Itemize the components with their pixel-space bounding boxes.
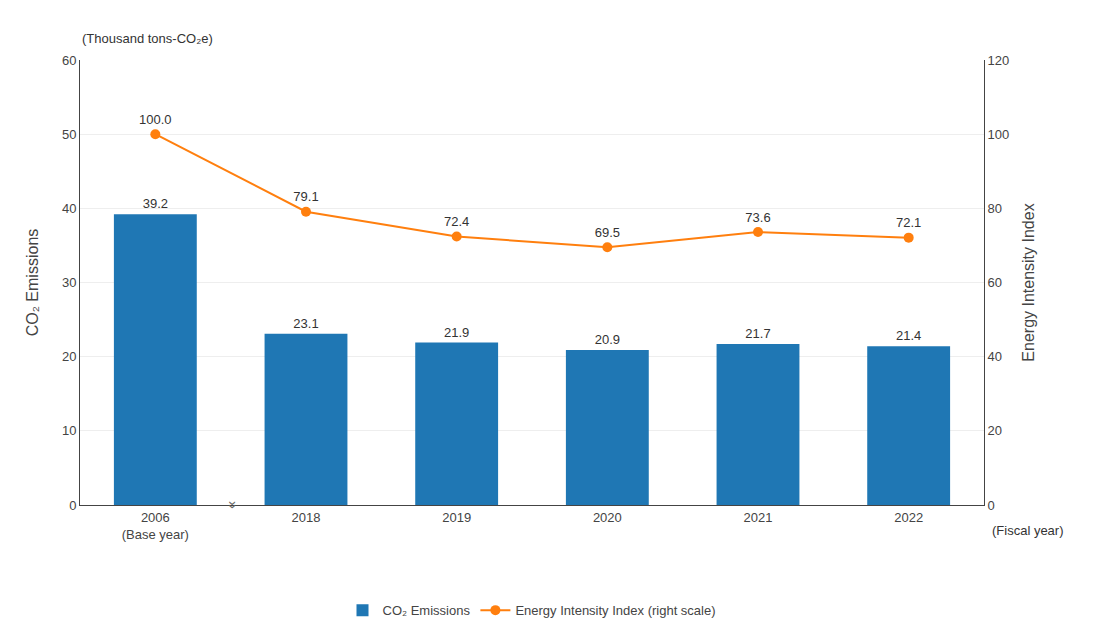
- svg-text:69.5: 69.5: [595, 225, 620, 240]
- svg-text:21.7: 21.7: [745, 326, 770, 341]
- svg-text:21.4: 21.4: [896, 328, 921, 343]
- svg-text:0: 0: [988, 498, 995, 513]
- svg-text:23.1: 23.1: [293, 316, 318, 331]
- svg-text:10: 10: [62, 423, 76, 438]
- svg-text:73.6: 73.6: [745, 210, 770, 225]
- svg-text:100.0: 100.0: [139, 112, 172, 127]
- svg-text:0: 0: [69, 498, 76, 513]
- svg-text:21.9: 21.9: [444, 325, 469, 340]
- svg-text:Energy Intensity Index (right: Energy Intensity Index (right scale): [515, 603, 715, 618]
- svg-text:20: 20: [988, 423, 1002, 438]
- svg-text:2022: 2022: [894, 510, 923, 525]
- svg-text:2021: 2021: [744, 510, 773, 525]
- svg-text:20.9: 20.9: [595, 332, 620, 347]
- svg-text:79.1: 79.1: [293, 189, 318, 204]
- svg-text:120: 120: [988, 53, 1010, 68]
- svg-text:40: 40: [988, 349, 1002, 364]
- svg-text:39.2: 39.2: [143, 196, 168, 211]
- svg-text:2006(Base year): 2006(Base year): [122, 510, 189, 542]
- svg-text:2020: 2020: [593, 510, 622, 525]
- svg-text:60: 60: [62, 53, 76, 68]
- svg-text:80: 80: [988, 201, 1002, 216]
- svg-text:30: 30: [62, 275, 76, 290]
- svg-text:100: 100: [988, 127, 1010, 142]
- svg-text:60: 60: [988, 275, 1002, 290]
- svg-text:(Fiscal year): (Fiscal year): [992, 523, 1064, 538]
- svg-text:40: 40: [62, 201, 76, 216]
- svg-text:(Thousand tons-CO₂e): (Thousand tons-CO₂e): [82, 31, 213, 46]
- svg-text:CO₂ Emissions: CO₂ Emissions: [24, 229, 41, 337]
- svg-text:CO₂ Emissions: CO₂ Emissions: [383, 603, 471, 618]
- svg-text:20: 20: [62, 349, 76, 364]
- svg-text:2018: 2018: [292, 510, 321, 525]
- svg-text:2019: 2019: [442, 510, 471, 525]
- svg-text:72.1: 72.1: [896, 215, 921, 230]
- svg-text:«: «: [223, 501, 239, 509]
- svg-text:Energy Intensity Index: Energy Intensity Index: [1020, 203, 1037, 361]
- svg-text:72.4: 72.4: [444, 214, 469, 229]
- svg-text:50: 50: [62, 127, 76, 142]
